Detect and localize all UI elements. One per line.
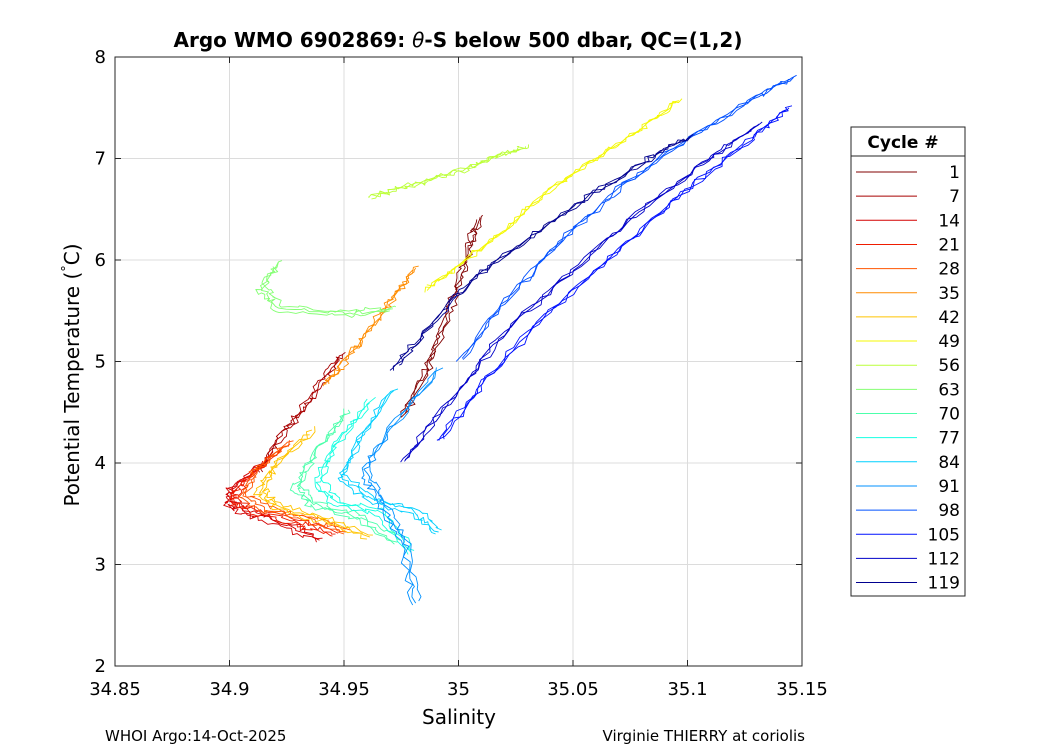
legend-box: [850, 126, 966, 597]
series-line: [370, 144, 530, 196]
series-line: [323, 267, 417, 385]
x-tick-label: 34.85: [89, 679, 141, 700]
series-line: [226, 458, 320, 541]
legend-items: 1 7 14 21 28 35 42 49 56 63 70 77 84 91 98 105 112 119: [856, 163, 960, 594]
series-line: [462, 74, 797, 360]
x-tick-label: 34.95: [318, 679, 370, 700]
series-line: [455, 78, 791, 362]
x-tick-label: 34.9: [209, 679, 249, 700]
legend-label: 28: [938, 260, 960, 280]
grid: [115, 57, 802, 666]
series-line: [229, 448, 336, 535]
legend-label: 84: [938, 453, 960, 473]
legend-label: 70: [938, 405, 960, 425]
series-line: [320, 396, 415, 551]
chart-title: Argo WMO 6902869: θ-S below 500 dbar, QC…: [174, 28, 743, 52]
legend-label: 56: [938, 356, 960, 376]
x-tick-label: 35.05: [547, 679, 599, 700]
series-line: [436, 107, 790, 441]
series-line: [298, 409, 401, 541]
series-line: [401, 217, 481, 418]
series-line: [296, 408, 398, 543]
series-line: [289, 413, 395, 545]
series-line: [368, 367, 444, 602]
legend-label: 119: [928, 574, 960, 594]
y-tick-label: 6: [95, 250, 106, 271]
footer-left: WHOI Argo:14-Oct-2025: [105, 727, 286, 745]
series-line: [400, 125, 757, 463]
y-tick-label: 8: [95, 47, 106, 68]
legend-label: 21: [938, 235, 960, 255]
series-line: [262, 426, 373, 536]
series-line: [461, 76, 794, 359]
legend: Cycle # 17142128354249566370778491981051…: [850, 126, 966, 597]
series-group: [223, 74, 797, 606]
y-tick-label: 3: [95, 555, 106, 576]
y-tick-labels: 2 3 4 5 6 7 8: [95, 47, 106, 677]
series-line: [253, 434, 367, 540]
series-line: [238, 443, 345, 535]
series-line: [404, 123, 760, 460]
x-tick-label: 35.1: [667, 679, 707, 700]
legend-label: 42: [938, 308, 960, 328]
x-tick-labels: 34.85 34.9 34.95 35 35.05 35.1 35.15: [89, 679, 828, 700]
y-tick-label: 5: [95, 352, 106, 373]
series-line: [398, 133, 694, 366]
y-tick-label: 4: [95, 453, 106, 474]
series-line: [340, 390, 439, 533]
legend-label: 14: [938, 211, 960, 231]
x-axis-label: Salinity: [422, 705, 496, 729]
legend-title: Cycle #: [867, 133, 938, 153]
series-line: [426, 98, 683, 287]
y-tick-label: 2: [95, 656, 106, 677]
series-line: [400, 219, 478, 418]
series-line: [404, 121, 763, 462]
x-tick-label: 35.15: [776, 679, 828, 700]
legend-label: 77: [938, 429, 960, 449]
series-line: [442, 105, 793, 440]
series-line: [264, 260, 396, 313]
series-line: [232, 446, 339, 534]
legend-label: 91: [938, 477, 960, 497]
legend-label: 105: [928, 525, 960, 545]
x-tick-label: 35: [447, 679, 470, 700]
legend-label: 63: [938, 380, 960, 400]
legend-label: 7: [949, 187, 960, 207]
y-tick-label: 7: [95, 149, 106, 170]
series-line: [260, 261, 393, 315]
series-line: [363, 367, 437, 604]
series-line: [341, 388, 442, 531]
legend-label: 1: [949, 163, 960, 183]
series-line: [426, 100, 680, 291]
series-line: [258, 429, 371, 538]
y-axis-label: Potential Temperature (°C): [60, 243, 84, 506]
series-line: [328, 265, 419, 385]
series-line: [255, 266, 390, 318]
footer-right: Virginie THIERRY at coriolis: [603, 727, 806, 745]
series-line: [260, 352, 346, 468]
series-line: [260, 354, 343, 473]
legend-label: 49: [938, 332, 960, 352]
legend-label: 35: [938, 284, 960, 304]
series-line: [404, 215, 484, 414]
series-line: [361, 370, 436, 606]
ticks: [114, 56, 803, 667]
series-line: [230, 451, 333, 537]
legend-label: 112: [928, 549, 960, 569]
legend-label: 98: [938, 501, 960, 521]
series-line: [337, 394, 436, 535]
